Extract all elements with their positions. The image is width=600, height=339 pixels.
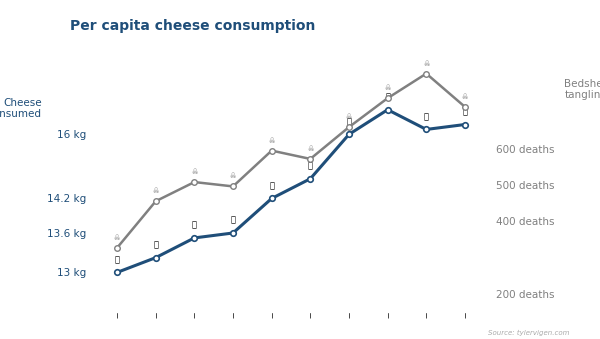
Text: 🥛: 🥛 — [346, 117, 352, 126]
Text: 🥛: 🥛 — [463, 107, 467, 116]
Text: Per capita cheese consumption: Per capita cheese consumption — [70, 19, 315, 33]
Text: 🥛: 🥛 — [115, 255, 119, 264]
Text: ☠: ☠ — [114, 235, 120, 241]
Text: ☠: ☠ — [191, 169, 197, 175]
Y-axis label: Cheese
consumed: Cheese consumed — [0, 98, 42, 119]
Text: 🥛: 🥛 — [385, 93, 390, 101]
Text: ☠: ☠ — [462, 94, 468, 100]
Text: 🥛: 🥛 — [192, 221, 197, 230]
Text: ☠: ☠ — [423, 61, 430, 67]
Text: 🥛: 🥛 — [269, 181, 274, 190]
Text: ☠: ☠ — [269, 138, 275, 144]
Text: 🥛: 🥛 — [230, 216, 236, 225]
Text: ☠: ☠ — [152, 188, 159, 194]
Text: 🥛: 🥛 — [153, 240, 158, 249]
Text: 🥛: 🥛 — [424, 112, 429, 121]
Text: Source: tylervigen.com: Source: tylervigen.com — [488, 330, 570, 336]
Text: ☠: ☠ — [385, 85, 391, 91]
Text: ☠: ☠ — [346, 114, 352, 120]
Y-axis label: Bedsheet
tanglings: Bedsheet tanglings — [565, 79, 600, 100]
Text: ☠: ☠ — [230, 174, 236, 179]
Text: ☠: ☠ — [307, 146, 313, 152]
Text: 🥛: 🥛 — [308, 161, 313, 171]
